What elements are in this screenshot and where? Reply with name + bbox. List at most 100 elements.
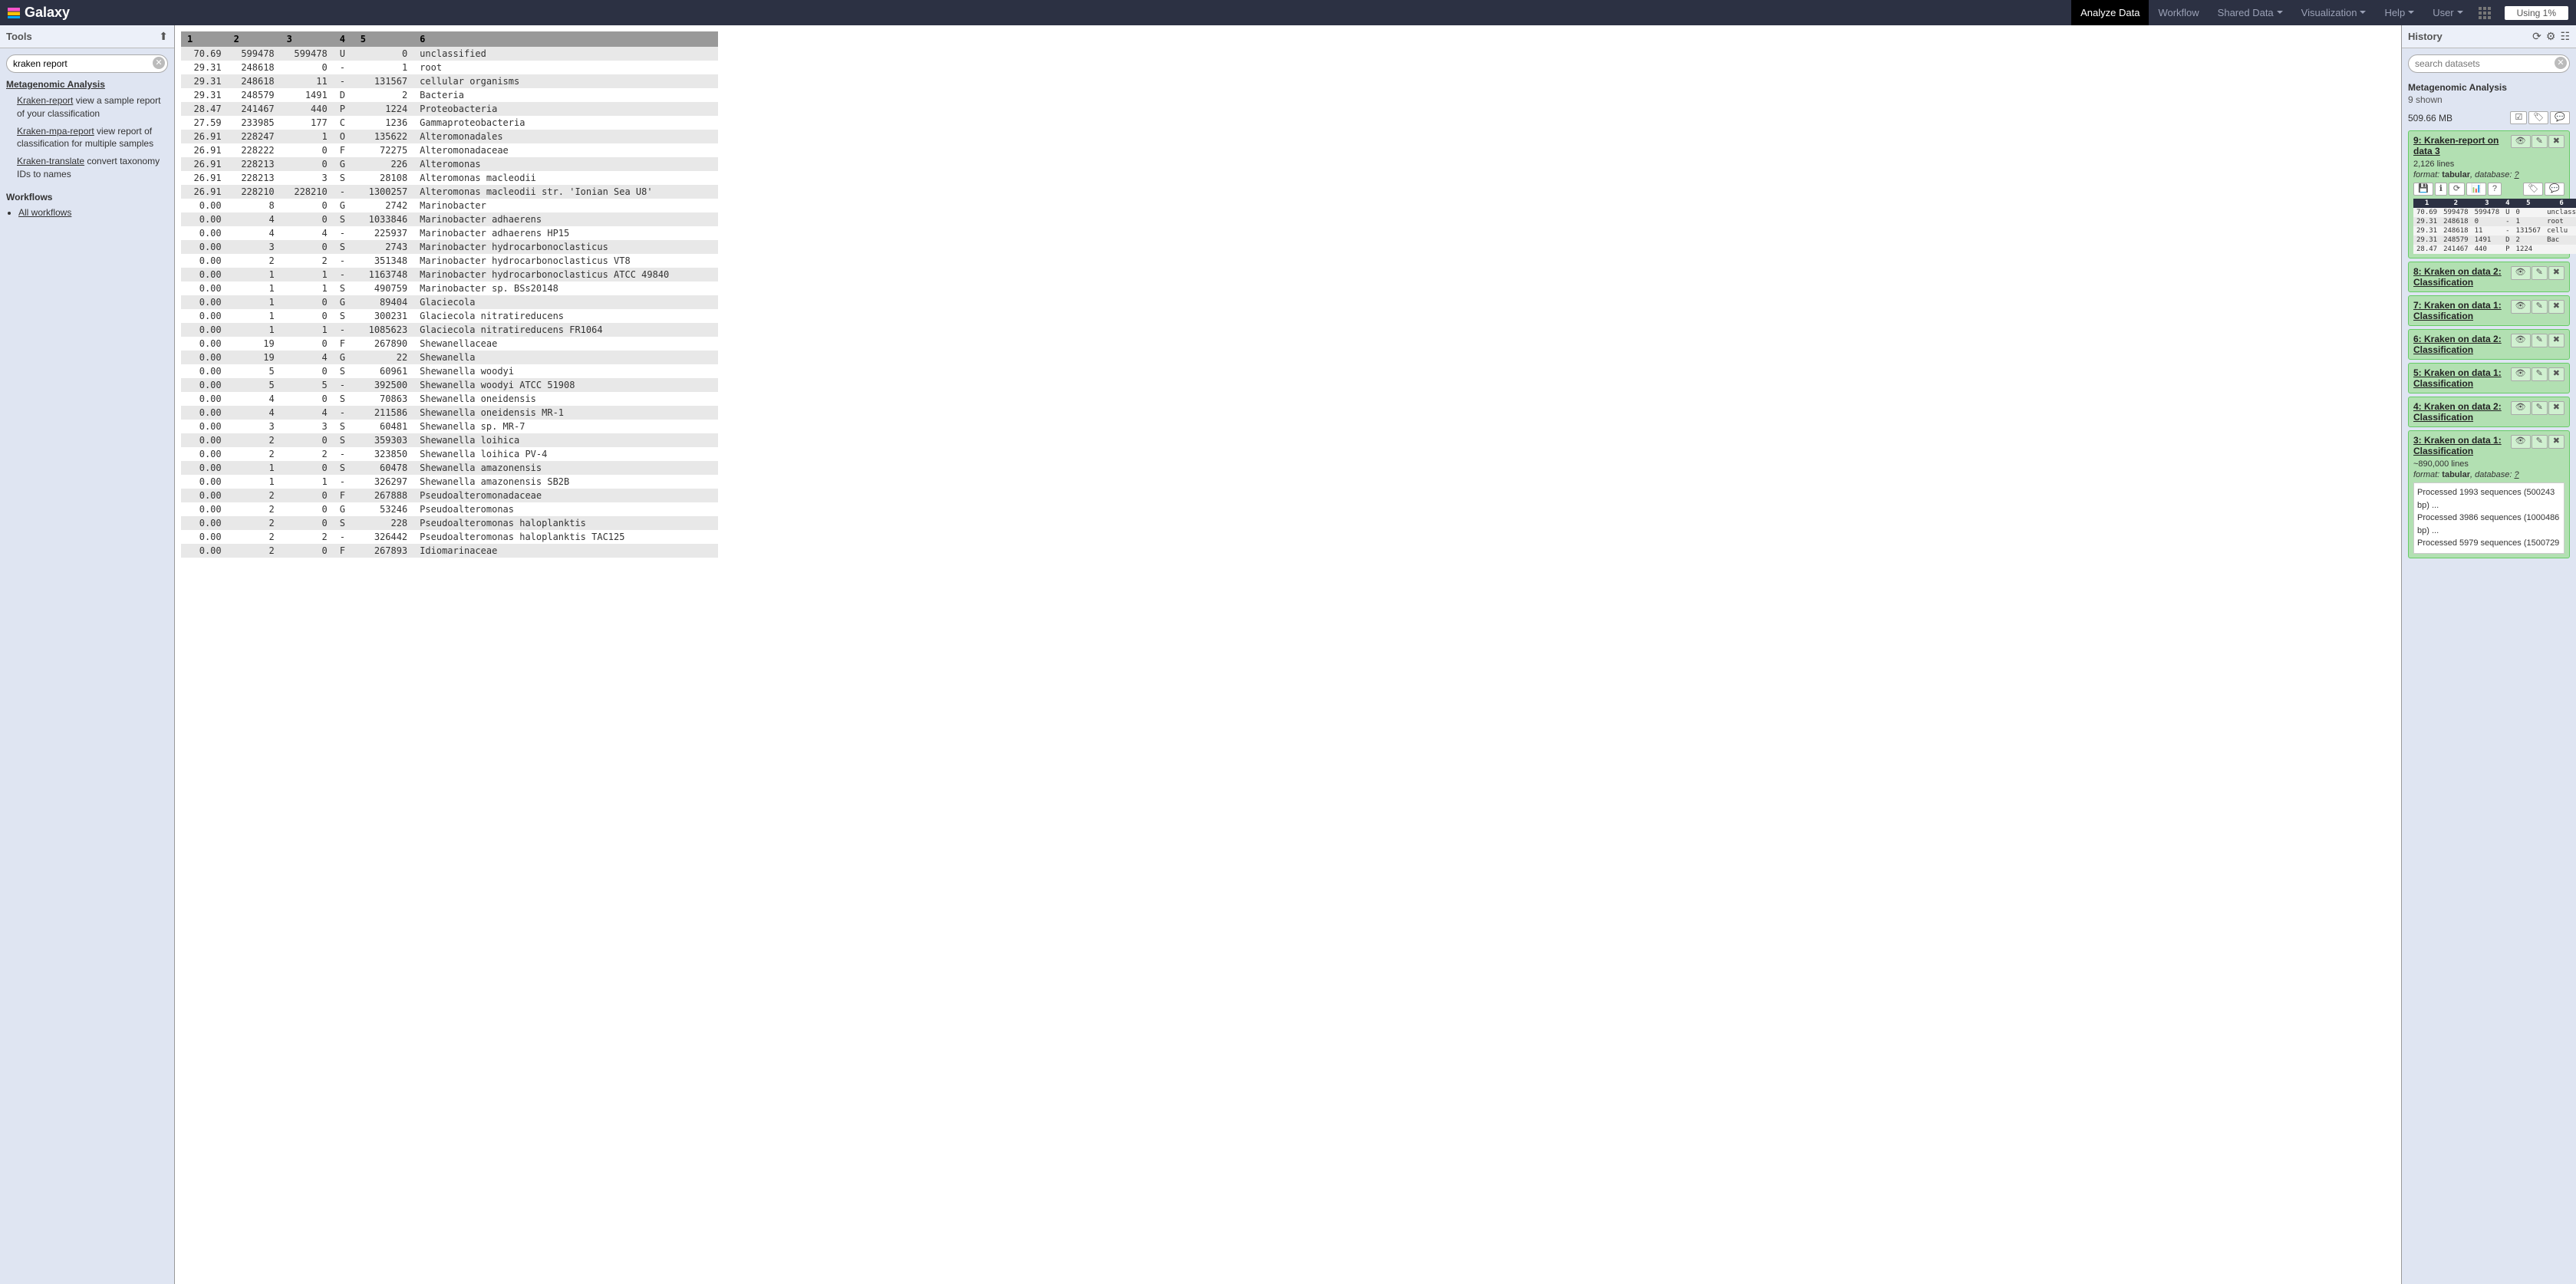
delete-icon[interactable]: ✖ (2548, 435, 2564, 448)
history-tag-icon[interactable]: 🏷 (2528, 111, 2548, 124)
clear-search-icon[interactable]: ✕ (153, 57, 165, 69)
dataset-title[interactable]: 7: Kraken on data 1: Classification (2413, 300, 2511, 321)
rerun-icon[interactable]: ⟳ (2449, 183, 2465, 196)
history-options-icon[interactable]: ⚙ (2546, 30, 2556, 43)
nav-analyze-data[interactable]: Analyze Data (2071, 0, 2149, 25)
table-cell: 359303 (354, 433, 413, 447)
table-cell: Pseudoalteromonas (413, 502, 718, 516)
history-search-input[interactable] (2408, 54, 2570, 73)
tool-link[interactable]: Kraken-report (17, 95, 73, 106)
center-panel: 123456 70.69599478599478U0unclassified29… (175, 25, 2401, 1284)
workflows-heading: Workflows (6, 192, 168, 202)
table-cell: Shewanella oneidensis MR-1 (413, 406, 718, 420)
delete-icon[interactable]: ✖ (2548, 401, 2564, 414)
table-cell: - (334, 323, 354, 337)
edit-icon[interactable]: ✎ (2532, 266, 2548, 279)
dataset-title[interactable]: 4: Kraken on data 2: Classification (2413, 401, 2511, 423)
eye-icon[interactable]: 👁 (2511, 300, 2531, 313)
delete-icon[interactable]: ✖ (2548, 266, 2564, 279)
db-link[interactable]: ? (2514, 170, 2518, 179)
history-annotate-icon[interactable]: 💬 (2550, 111, 2570, 124)
delete-icon[interactable]: ✖ (2548, 300, 2564, 313)
table-cell: G (334, 351, 354, 364)
dataset-peek: Processed 1993 sequences (500243 bp) ...… (2413, 482, 2564, 554)
history-name[interactable]: Metagenomic Analysis (2408, 79, 2570, 94)
dataset-title[interactable]: 3: Kraken on data 1: Classification (2413, 435, 2511, 456)
db-link[interactable]: ? (2514, 470, 2518, 479)
table-cell: - (334, 378, 354, 392)
edit-icon[interactable]: ✎ (2532, 334, 2548, 347)
eye-icon[interactable]: 👁 (2511, 401, 2531, 414)
table-cell: Marinobacter hydrocarbonoclasticus (413, 240, 718, 254)
edit-icon[interactable]: ✎ (2532, 367, 2548, 380)
table-row: 0.0020S359303Shewanella loihica (181, 433, 718, 447)
upload-icon[interactable]: ⬆ (159, 30, 168, 43)
dataset-title[interactable]: 5: Kraken on data 1: Classification (2413, 367, 2511, 389)
eye-icon[interactable]: 👁 (2511, 135, 2531, 148)
scratchbook-icon[interactable] (2479, 7, 2491, 19)
table-cell: 26.91 (181, 130, 228, 143)
viz-icon[interactable]: 📊 (2466, 183, 2486, 196)
edit-icon[interactable]: ✎ (2532, 135, 2548, 148)
nav-help[interactable]: Help (2375, 0, 2423, 25)
history-view-multi-icon[interactable]: ☷ (2560, 30, 2570, 43)
save-icon[interactable]: 💾 (2413, 183, 2433, 196)
info-icon[interactable]: ℹ (2435, 183, 2447, 196)
dataset-title[interactable]: 9: Kraken-report on data 3 (2413, 135, 2511, 156)
table-cell: 248579 (228, 88, 281, 102)
edit-icon[interactable]: ✎ (2532, 435, 2548, 448)
brand[interactable]: Galaxy (8, 5, 70, 21)
table-row: 0.0010S300231Glaciecola nitratireducens (181, 309, 718, 323)
tool-section[interactable]: Metagenomic Analysis (6, 79, 168, 90)
table-cell: 2743 (354, 240, 413, 254)
table-cell: 60478 (354, 461, 413, 475)
table-row: 0.0022-326442Pseudoalteromonas haloplank… (181, 530, 718, 544)
nav-user[interactable]: User (2423, 0, 2472, 25)
table-cell: 267888 (354, 489, 413, 502)
delete-icon[interactable]: ✖ (2548, 367, 2564, 380)
table-cell: 0.00 (181, 530, 228, 544)
table-cell: 599478 (228, 47, 281, 61)
nav-visualization[interactable]: Visualization (2292, 0, 2376, 25)
dataset-title[interactable]: 8: Kraken on data 2: Classification (2413, 266, 2511, 288)
table-cell: 0.00 (181, 461, 228, 475)
table-row: 0.0050S60961Shewanella woodyi (181, 364, 718, 378)
eye-icon[interactable]: 👁 (2511, 367, 2531, 380)
history-shown: 9 shown (2408, 94, 2570, 108)
history-select-icon[interactable]: ☑ (2510, 111, 2527, 124)
history-refresh-icon[interactable]: ⟳ (2532, 30, 2541, 43)
tool-link[interactable]: Kraken-translate (17, 156, 84, 166)
all-workflows-link[interactable]: All workflows (18, 207, 71, 218)
nav-workflow[interactable]: Workflow (2149, 0, 2208, 25)
table-cell: S (334, 392, 354, 406)
dataset-title[interactable]: 6: Kraken on data 2: Classification (2413, 334, 2511, 355)
edit-icon[interactable]: ✎ (2532, 300, 2548, 313)
tool-link[interactable]: Kraken-mpa-report (17, 126, 94, 137)
table-cell: Shewanella woodyi ATCC 51908 (413, 378, 718, 392)
delete-icon[interactable]: ✖ (2548, 135, 2564, 148)
table-cell: 53246 (354, 502, 413, 516)
table-cell: 228210 (228, 185, 281, 199)
eye-icon[interactable]: 👁 (2511, 266, 2531, 279)
history-title: History (2408, 31, 2443, 42)
edit-icon[interactable]: ✎ (2532, 401, 2548, 414)
eye-icon[interactable]: 👁 (2511, 334, 2531, 347)
history-clear-search-icon[interactable]: ✕ (2555, 57, 2567, 69)
table-cell: Shewanella loihica PV-4 (413, 447, 718, 461)
nav-shared-data[interactable]: Shared Data (2209, 0, 2292, 25)
table-cell: 1 (228, 475, 281, 489)
table-cell: 0 (281, 502, 334, 516)
tool-search-input[interactable] (6, 54, 168, 73)
dataset-lines: ~890,000 lines (2413, 459, 2564, 469)
delete-icon[interactable]: ✖ (2548, 334, 2564, 347)
table-cell: 1085623 (354, 323, 413, 337)
table-cell: 29.31 (181, 61, 228, 74)
help-icon[interactable]: ? (2488, 183, 2502, 196)
table-row: 26.912282471O135622Alteromonadales (181, 130, 718, 143)
dataset: 4: Kraken on data 2: Classification👁✎✖ (2408, 397, 2570, 427)
eye-icon[interactable]: 👁 (2511, 435, 2531, 448)
table-cell: cellular organisms (413, 74, 718, 88)
annotate-icon[interactable]: 💬 (2545, 183, 2564, 196)
table-cell: 0 (281, 461, 334, 475)
tag-icon[interactable]: 🏷 (2523, 183, 2543, 196)
